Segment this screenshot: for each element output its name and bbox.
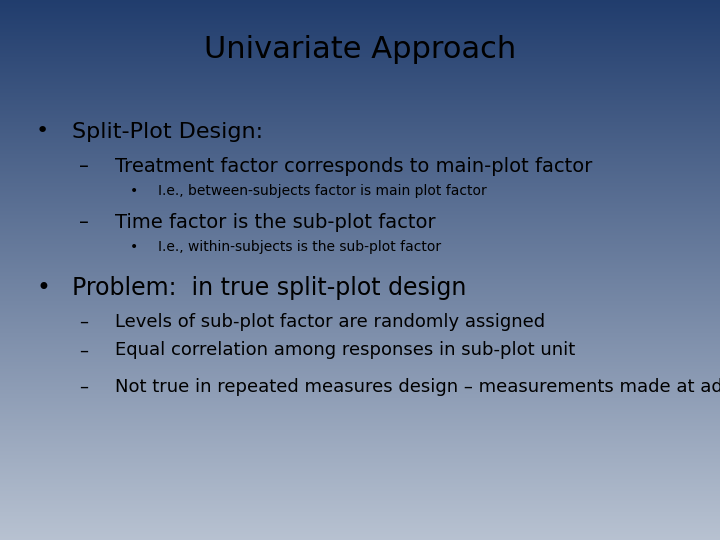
Text: Univariate Approach: Univariate Approach — [204, 35, 516, 64]
Text: •: • — [130, 184, 138, 198]
Text: –: – — [79, 213, 89, 232]
Text: •: • — [130, 240, 138, 254]
Text: I.e., between-subjects factor is main plot factor: I.e., between-subjects factor is main pl… — [158, 184, 487, 198]
Text: •: • — [36, 276, 50, 300]
Text: Not true in repeated measures design – measurements made at adjacent times are m: Not true in repeated measures design – m… — [115, 378, 720, 396]
Text: Problem:  in true split-plot design: Problem: in true split-plot design — [72, 276, 467, 300]
Text: Treatment factor corresponds to main-plot factor: Treatment factor corresponds to main-plo… — [115, 157, 593, 176]
Text: Split-Plot Design:: Split-Plot Design: — [72, 122, 263, 141]
Text: Levels of sub-plot factor are randomly assigned: Levels of sub-plot factor are randomly a… — [115, 313, 545, 331]
Text: Equal correlation among responses in sub-plot unit: Equal correlation among responses in sub… — [115, 341, 575, 359]
Text: –: – — [79, 341, 89, 359]
Text: Time factor is the sub-plot factor: Time factor is the sub-plot factor — [115, 213, 436, 232]
Text: –: – — [79, 313, 89, 331]
Text: –: – — [79, 157, 89, 176]
Text: I.e., within-subjects is the sub-plot factor: I.e., within-subjects is the sub-plot fa… — [158, 240, 441, 254]
Text: –: – — [79, 378, 89, 396]
Text: •: • — [36, 122, 49, 141]
